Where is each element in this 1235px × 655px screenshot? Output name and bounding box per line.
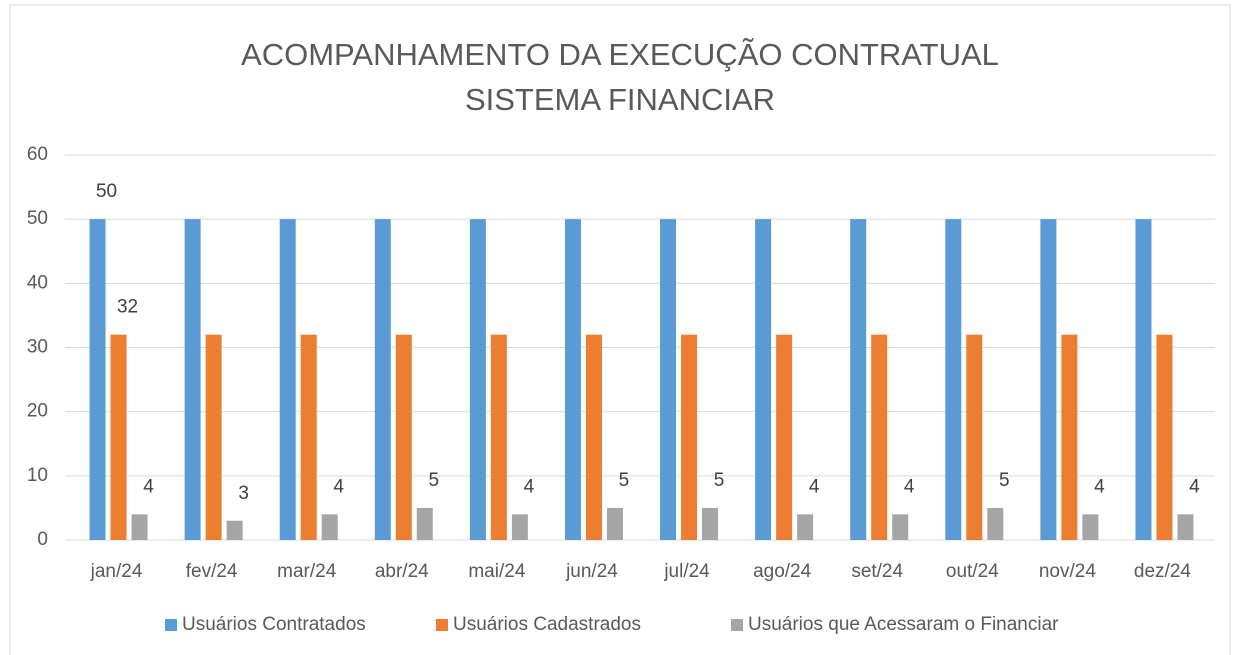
bar (585, 334, 602, 540)
bar (89, 219, 106, 540)
bar (892, 514, 909, 540)
x-tick-label: mar/24 (277, 561, 337, 582)
bar (945, 219, 962, 540)
chart-border (9, 4, 1231, 655)
x-tick-label: mai/24 (468, 561, 525, 582)
chart-title: ACOMPANHAMENTO DA EXECUÇÃO CONTRATUAL (241, 37, 999, 72)
x-tick-label: abr/24 (375, 561, 429, 582)
bar (1040, 219, 1057, 540)
data-label: 4 (904, 476, 915, 497)
legend-swatch (731, 619, 743, 631)
bar (300, 334, 317, 540)
bar (776, 334, 793, 540)
bar (1082, 514, 1099, 540)
bar (395, 334, 412, 540)
bar (226, 520, 243, 540)
x-tick-label: jun/24 (565, 561, 618, 582)
bar (1135, 219, 1152, 540)
bar (850, 219, 867, 540)
data-label: 5 (714, 470, 725, 491)
y-tick-label: 50 (27, 208, 48, 229)
data-label: 32 (117, 297, 138, 318)
y-tick-label: 40 (27, 272, 48, 293)
y-tick-label: 0 (37, 529, 48, 550)
data-label: 4 (143, 476, 154, 497)
x-tick-label: out/24 (946, 561, 999, 582)
data-label: 50 (96, 181, 117, 202)
legend-label: Usuários Cadastrados (453, 614, 641, 635)
x-tick-label: jul/24 (663, 561, 710, 582)
data-label: 4 (809, 476, 820, 497)
bar (321, 514, 338, 540)
bar (1061, 334, 1078, 540)
data-label: 5 (999, 470, 1010, 491)
legend-swatch (436, 619, 448, 631)
y-tick-label: 30 (27, 337, 48, 358)
bar (660, 219, 677, 540)
bar (416, 507, 433, 540)
bar (110, 334, 127, 540)
data-label: 4 (1094, 476, 1105, 497)
bar (702, 507, 719, 540)
x-tick-label: set/24 (851, 561, 903, 582)
bar (184, 219, 201, 540)
x-tick-label: fev/24 (186, 561, 238, 582)
x-tick-label: dez/24 (1134, 561, 1191, 582)
chart-subtitle: SISTEMA FINANCIAR (465, 82, 775, 117)
y-tick-label: 10 (27, 465, 48, 486)
bar (131, 514, 148, 540)
bar (871, 334, 888, 540)
x-tick-label: jan/24 (90, 561, 143, 582)
bar (1177, 514, 1194, 540)
data-label: 4 (333, 476, 344, 497)
bar (681, 334, 698, 540)
bar (797, 514, 814, 540)
bar (606, 507, 623, 540)
bar (564, 219, 581, 540)
bar (469, 219, 486, 540)
y-tick-label: 60 (27, 144, 48, 165)
bar (1156, 334, 1173, 540)
bar (511, 514, 528, 540)
legend-label: Usuários Contratados (182, 614, 366, 635)
bar (205, 334, 222, 540)
bar (279, 219, 296, 540)
x-tick-label: nov/24 (1039, 561, 1096, 582)
data-label: 4 (1189, 476, 1200, 497)
data-label: 5 (429, 470, 440, 491)
data-label: 4 (524, 476, 535, 497)
legend-label: Usuários que Acessaram o Financiar (748, 614, 1059, 635)
bar (755, 219, 772, 540)
data-label: 5 (619, 470, 630, 491)
bar (987, 507, 1004, 540)
data-label: 3 (238, 483, 249, 504)
x-tick-label: ago/24 (753, 561, 812, 582)
legend-swatch (165, 619, 177, 631)
bar (490, 334, 507, 540)
bar (966, 334, 983, 540)
bar (374, 219, 391, 540)
y-tick-label: 20 (27, 401, 48, 422)
